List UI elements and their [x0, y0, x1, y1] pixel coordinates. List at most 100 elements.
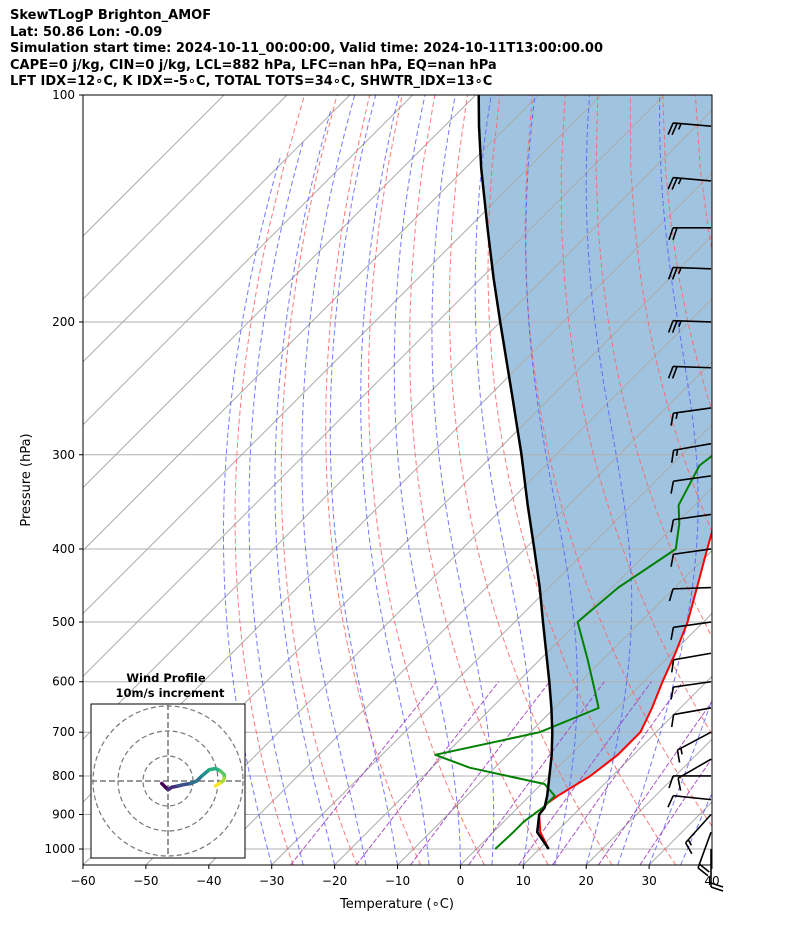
wind-barb — [697, 831, 712, 877]
isotherm-line — [83, 95, 602, 615]
wind-barb — [676, 731, 712, 763]
barb-staff — [673, 794, 712, 801]
barb-staff — [673, 707, 712, 716]
y-tick-label: 500 — [52, 615, 75, 629]
barb-staff — [677, 758, 712, 779]
barb-staff — [673, 548, 712, 556]
barb-flag — [668, 588, 674, 602]
moist-adiabat — [648, 698, 712, 865]
barb-staff — [673, 475, 712, 482]
mixing-ratio-line — [355, 681, 499, 865]
wind-barb — [670, 548, 712, 567]
barb-flag — [670, 413, 675, 426]
barb-flag — [671, 177, 678, 190]
barb-flag — [670, 659, 675, 673]
wind-barb — [670, 621, 712, 640]
moist-adiabat — [711, 863, 712, 865]
isotherm-line — [83, 95, 225, 237]
x-tick-label: 20 — [579, 874, 594, 888]
barb-flag — [710, 882, 724, 888]
wind-barb — [667, 176, 712, 190]
y-tick-label: 800 — [52, 769, 75, 783]
x-tick-label: −10 — [385, 874, 410, 888]
dry-adiabat — [761, 95, 794, 865]
mixing-ratio-line — [468, 681, 605, 865]
barb-staff — [673, 442, 712, 452]
hodograph-inset: Wind Profile 10m/s increment — [90, 671, 246, 859]
isotherm-line — [711, 864, 712, 865]
barb-flag — [671, 366, 678, 379]
y-axis-title: Pressure (hPa) — [19, 433, 34, 526]
wind-barb — [667, 319, 712, 333]
wind-barb — [684, 813, 712, 855]
barb-half-flag — [675, 412, 679, 419]
x-axis-ticks: −60 −50 −40 −30 −20 −10 0 10 20 30 40 — [70, 865, 720, 888]
wind-barb — [668, 775, 711, 789]
y-tick-label: 100 — [52, 88, 75, 102]
moist-adiabat — [393, 95, 461, 865]
isotherm-line — [83, 95, 476, 489]
moist-adiabat — [617, 95, 699, 865]
isotherm-line — [397, 549, 712, 865]
dry-adiabat — [560, 95, 712, 736]
isotherm-line — [83, 95, 539, 552]
x-tick-label: 0 — [457, 874, 465, 888]
dry-adiabat — [448, 95, 613, 865]
barb-flag — [676, 749, 681, 763]
moist-adiabat — [329, 95, 398, 865]
wind-barb — [668, 586, 712, 602]
moist-adiabat — [680, 791, 712, 865]
dry-adiabat — [728, 95, 794, 865]
dewpoint-line — [434, 454, 712, 850]
moist-adiabat — [274, 110, 336, 865]
isotherm-line — [460, 612, 712, 865]
moist-adiabat — [585, 95, 633, 865]
dry-adiabat — [487, 95, 677, 865]
barb-flag — [667, 795, 674, 808]
barb-flag — [668, 775, 674, 789]
y-tick-label: 600 — [52, 675, 75, 689]
wind-barb — [670, 407, 712, 426]
cape-region — [478, 95, 712, 849]
dry-adiabat — [409, 95, 549, 865]
time-line: Simulation start time: 2024-10-11_00:00:… — [10, 41, 603, 56]
wind-barb — [670, 652, 712, 673]
barb-staff — [673, 513, 712, 521]
y-axis-ticks: 100 200 300 400 500 600 700 800 900 1000 — [44, 88, 83, 856]
barb-flag — [671, 320, 678, 333]
wind-barb — [667, 266, 712, 280]
barb-half-flag — [680, 748, 683, 755]
moist-adiabats — [223, 95, 712, 865]
barb-staff — [673, 652, 712, 661]
isotherm-line — [775, 95, 794, 865]
wind-barbs — [667, 122, 724, 892]
mixing-ratio-line — [409, 681, 550, 865]
lifted-indices-line: LFT IDX=12∘C, K IDX=-5∘C, TOTAL TOTS=34∘… — [10, 74, 493, 89]
hodograph-title: Wind Profile — [126, 671, 206, 685]
y-tick-label: 200 — [52, 315, 75, 329]
wind-barb — [670, 442, 712, 463]
x-tick-label: 30 — [641, 874, 656, 888]
barb-flag — [667, 320, 674, 333]
barb-flag — [671, 267, 678, 280]
barb-flag — [670, 627, 675, 640]
barb-half-flag — [687, 839, 693, 846]
mixing-ratio-line — [518, 681, 652, 865]
barb-staff — [672, 319, 712, 323]
stability-indices-line: CAPE=0 j/kg, CIN=0 j/kg, LCL=882 hPa, LF… — [10, 57, 497, 73]
mixing-ratio-line — [597, 700, 712, 865]
isotherm-line — [334, 486, 712, 865]
barb-flag — [671, 122, 678, 136]
wind-barb — [670, 513, 712, 533]
dry-adiabat — [325, 95, 422, 865]
isotherm-line — [522, 675, 712, 865]
x-tick-label: 40 — [704, 874, 719, 888]
barb-half-flag — [677, 123, 682, 130]
x-tick-label: −60 — [70, 874, 95, 888]
barb-staff — [672, 586, 712, 590]
dry-adiabat — [524, 95, 712, 828]
mixing-ratio-line — [551, 681, 684, 865]
gridlines — [83, 95, 712, 850]
wind-barb — [667, 122, 712, 136]
